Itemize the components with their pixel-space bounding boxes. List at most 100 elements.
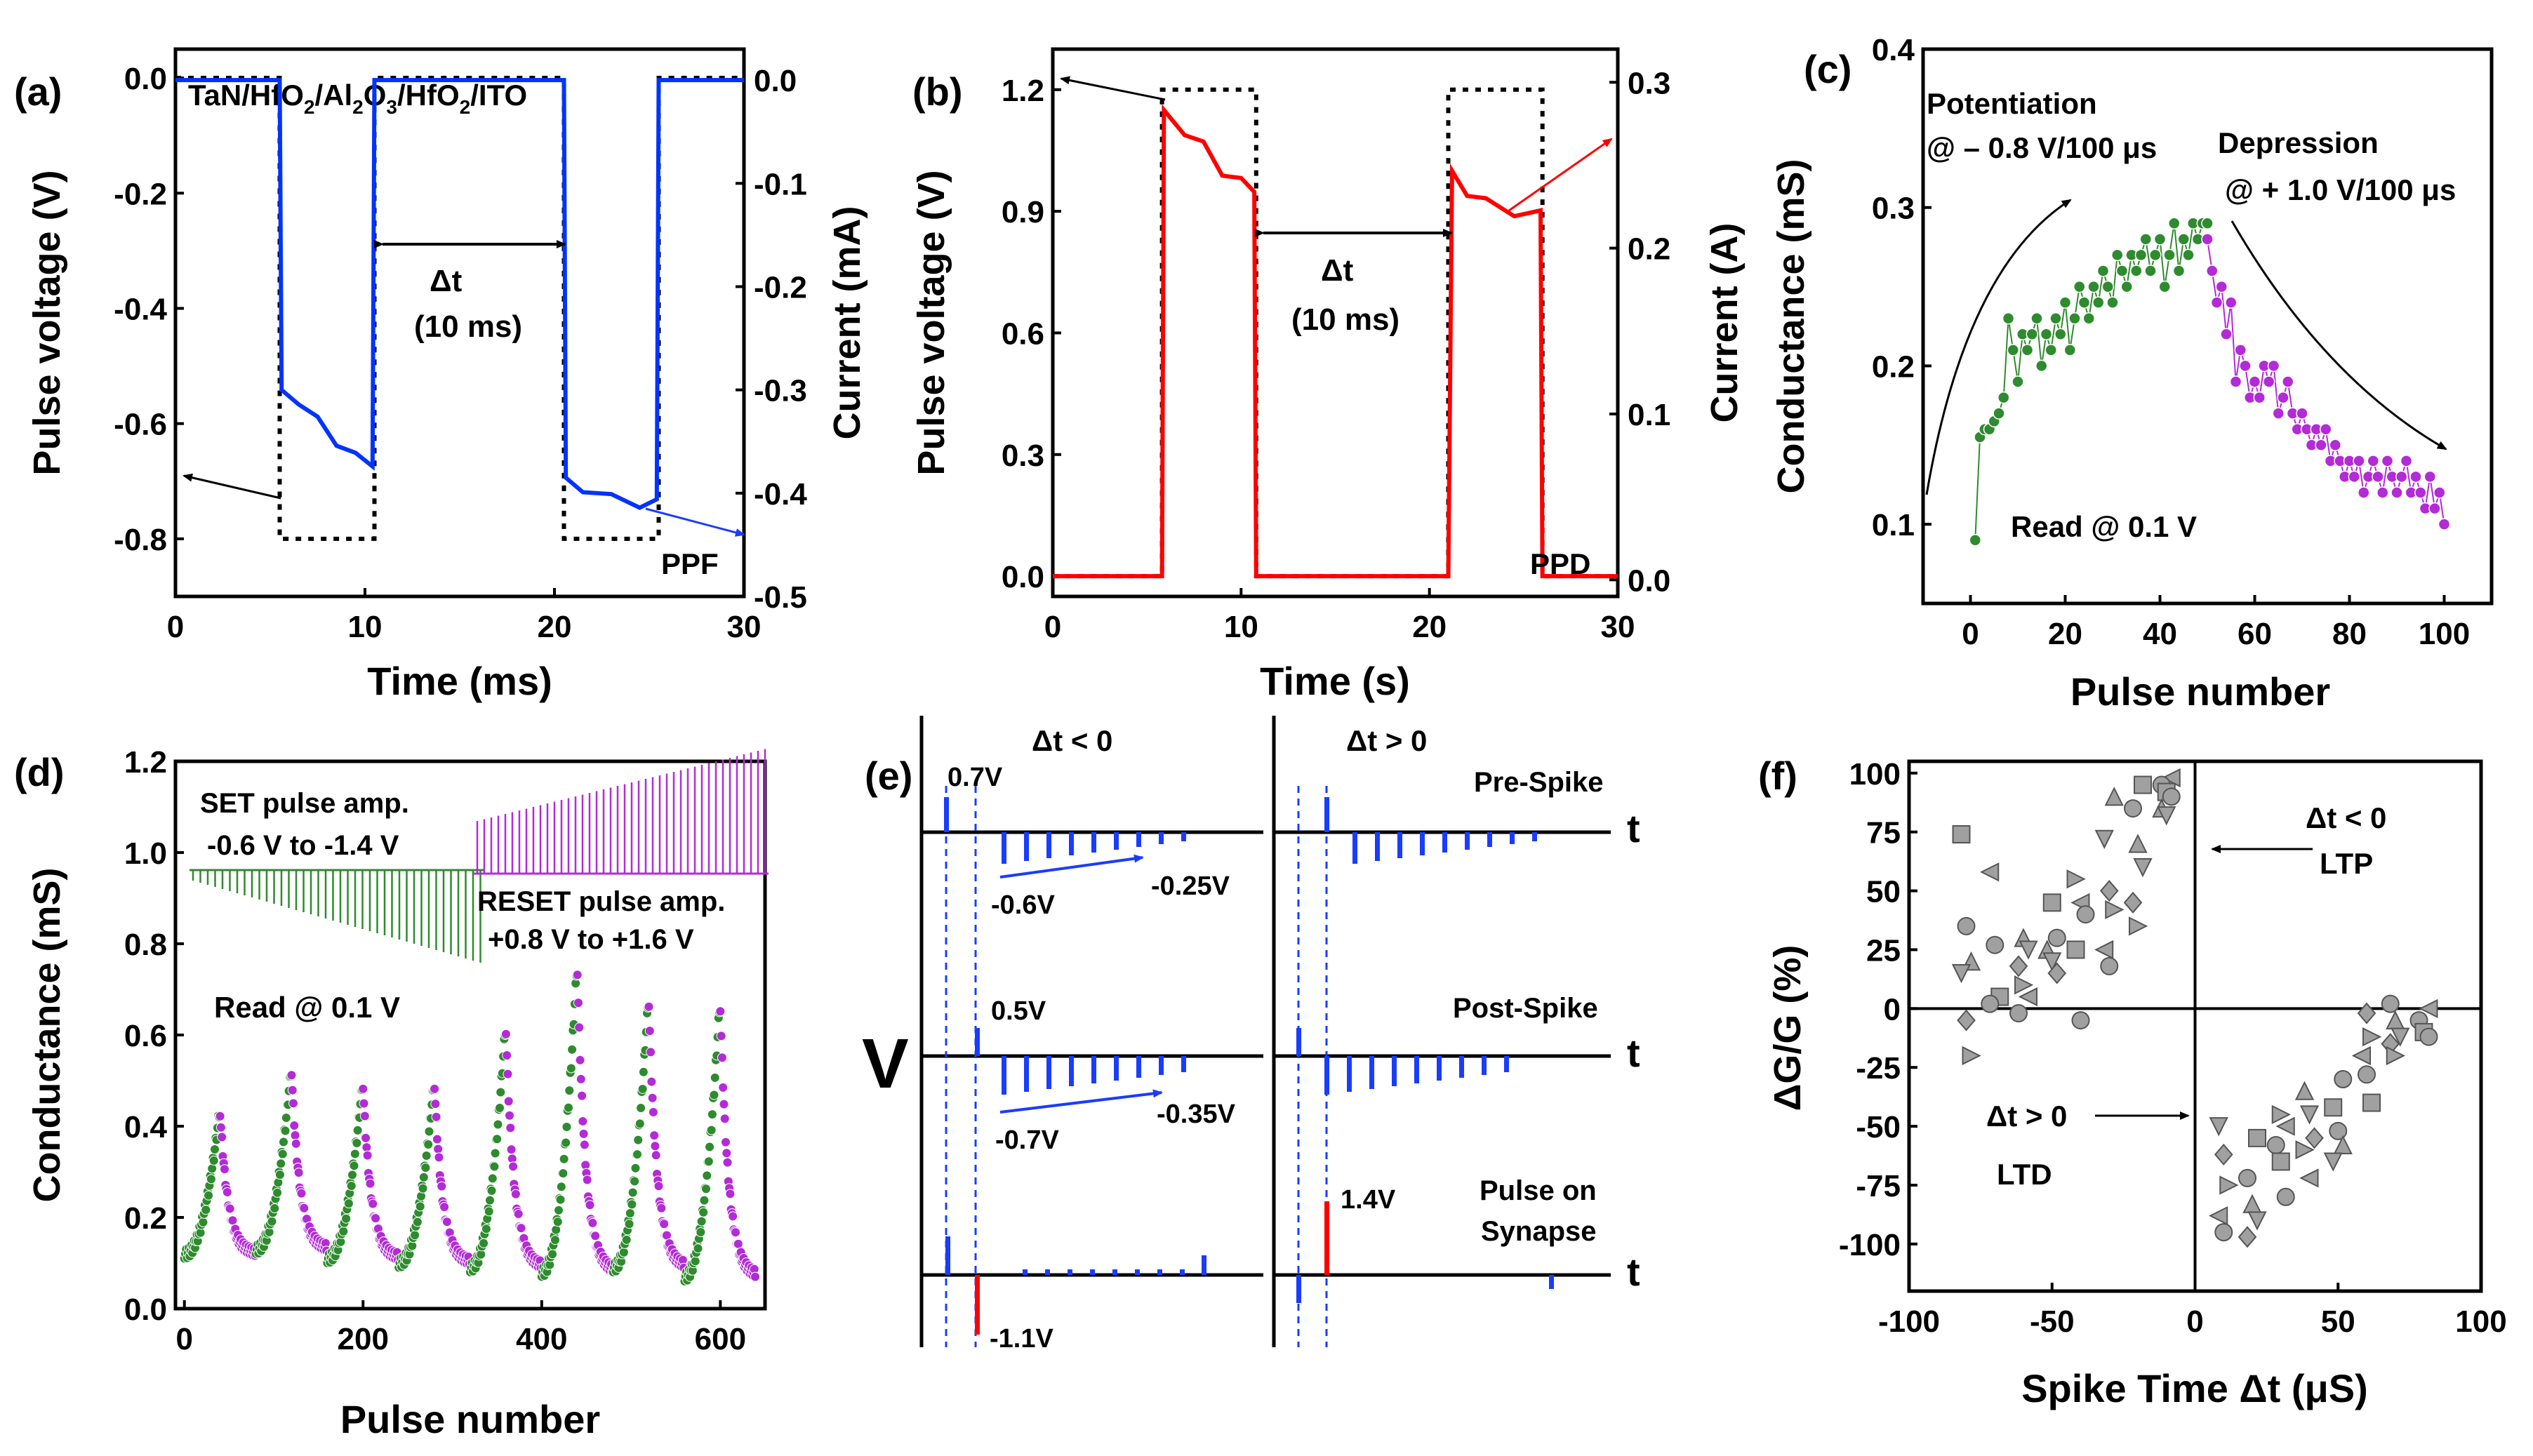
panel-a-y2tick-label: -0.3 xyxy=(754,374,807,408)
panel-e-post-left-neg xyxy=(1091,1056,1096,1083)
panel-f-data xyxy=(1951,768,2438,1248)
panel-c-potentiation-point xyxy=(2149,248,2162,262)
panel-d-ylabel: Conductance (mS) xyxy=(26,867,68,1202)
panel-d-set-point xyxy=(637,1083,648,1094)
panel-b: (b) 0 10 20 30 1.2 0.9 0.6 0.3 0.0 0.3 0.2 0.1 0.0 Δ… xyxy=(910,47,1746,703)
panel-b-xtick-label: 0 xyxy=(1044,610,1061,644)
panel-d-reset-point xyxy=(722,1148,732,1158)
panel-f-ltd-point xyxy=(2329,1121,2348,1140)
panel-d-set-point xyxy=(270,1203,280,1214)
panel-f-label: (f) xyxy=(1758,754,1797,798)
panel-d-reset-line2: +0.8 V to +1.6 V xyxy=(488,924,694,955)
panel-e: (e) V Δt < 0 Δt > 0 t t t 0.7V -0.6V -0.… xyxy=(862,716,1640,1354)
panel-e-post-left-peak xyxy=(975,1028,980,1056)
panel-e-pre-left-neg xyxy=(1136,832,1141,847)
panel-c-depression-cond: @ + 1.0 V/100 μs xyxy=(2225,173,2456,206)
panel-e-syn-left-peak xyxy=(945,1236,950,1275)
panel-e-syn-left-small xyxy=(1157,1269,1162,1275)
panel-c-potentiation-point xyxy=(2021,344,2034,356)
panel-f-ltp-point xyxy=(2124,799,2142,818)
panel-a-pulse-voltage-line xyxy=(175,76,744,541)
panel-d-reset-point xyxy=(503,1069,513,1079)
panel-d-reset-point xyxy=(220,1164,230,1175)
panel-c-label: (c) xyxy=(1804,47,1851,91)
panel-e-syn-left-small xyxy=(1180,1269,1185,1275)
panel-f-ltp-point xyxy=(2094,940,2114,960)
panel-d-set-point xyxy=(204,1190,214,1201)
panel-d-set-point xyxy=(551,1224,561,1235)
panel-a-dt-value: (10 ms) xyxy=(414,309,522,344)
panel-d-set-point xyxy=(701,1184,711,1194)
panel-f-ltd-point xyxy=(2358,1065,2376,1084)
panel-b-left-axis-arrow xyxy=(1060,76,1166,101)
panel-d-set-point xyxy=(279,1137,288,1147)
panel-c-depression-point xyxy=(2367,455,2379,467)
panel-c-potentiation-point xyxy=(2168,217,2181,230)
panel-c-depression-point xyxy=(2395,470,2408,483)
panel-e-post-right-neg xyxy=(1482,1056,1487,1075)
panel-c-depression-point xyxy=(2253,391,2266,404)
panel-d-reset-point xyxy=(579,1140,590,1150)
panel-d-reset-point xyxy=(715,1006,726,1017)
panel-d-set-point xyxy=(554,1205,564,1215)
panel-e-pre-left-neg xyxy=(1024,832,1029,861)
panel-a-y2tick-label: -0.1 xyxy=(754,167,807,201)
panel-d-reset-point xyxy=(649,1130,660,1141)
panel-f-ltp-point xyxy=(1951,964,1972,984)
panel-a-current-line xyxy=(175,78,744,510)
panel-f-ltp-point xyxy=(2133,858,2153,878)
panel-e-post-end: -0.35V xyxy=(1157,1100,1236,1129)
panel-f-ltp-point xyxy=(2066,940,2085,959)
panel-c-depression-point xyxy=(2282,375,2294,388)
panel-a-ylabel-right: Current (mA) xyxy=(826,206,868,440)
panel-e-post-left-neg xyxy=(1136,1056,1141,1078)
panel-d-set-point xyxy=(274,1170,285,1180)
panel-d-set-point xyxy=(547,1249,558,1260)
panel-e-pre-left-neg xyxy=(1091,832,1096,853)
panel-f-ltp-point xyxy=(2047,928,2066,947)
panel-d-reset-point xyxy=(653,1181,664,1191)
panel-d-set-point xyxy=(705,1142,715,1152)
panel-f-ltp-point xyxy=(2129,916,2148,936)
panel-f-ytick-label: -75 xyxy=(1856,1169,1901,1203)
panel-d-reset-point xyxy=(651,1150,661,1161)
panel-d-reset-point xyxy=(731,1227,740,1238)
panel-d-set-point xyxy=(208,1155,219,1166)
panel-a-y2tick-label: -0.5 xyxy=(754,580,807,615)
panel-f-ltp-point xyxy=(2009,955,2028,977)
panel-d-reset-point xyxy=(513,1208,524,1219)
panel-d-reset-point xyxy=(437,1181,447,1191)
panel-d-reset-point xyxy=(502,1050,512,1061)
panel-d-set-point xyxy=(632,1149,642,1160)
panel-d-reset-point xyxy=(368,1198,378,1209)
panel-a-xtick-label: 0 xyxy=(167,610,184,644)
panel-b-y2tick-label: 0.1 xyxy=(1628,398,1670,432)
panel-e-syn-neg: -1.1V xyxy=(990,1324,1053,1354)
panel-f-ltp-point xyxy=(2104,787,2124,806)
panel-a-dt-label: Δt xyxy=(430,264,463,298)
panel-d-set-line1: SET pulse amp. xyxy=(200,788,409,819)
panel-e-pre-right-neg xyxy=(1465,832,1470,850)
panel-e-t-syn: t xyxy=(1627,1250,1640,1294)
panel-b-y2tick-label: 0.2 xyxy=(1628,232,1670,267)
panel-d-set-point xyxy=(630,1163,641,1173)
panel-d-set-point xyxy=(198,1217,208,1227)
panel-e-t-pre: t xyxy=(1627,806,1640,850)
panel-e-syn-right-end xyxy=(1549,1275,1554,1289)
panel-d-reset-point xyxy=(503,1096,514,1107)
panel-d-reset-point xyxy=(644,1001,654,1012)
panel-b-ytick-label: 0.6 xyxy=(1002,316,1044,351)
panel-a-frame xyxy=(173,47,746,599)
panel-c-read: Read @ 0.1 V xyxy=(2011,510,2197,543)
panel-b-ytick-label: 0.9 xyxy=(1002,195,1044,229)
panel-f-ltd-point xyxy=(2294,1081,2315,1100)
panel-c-xtick-label: 40 xyxy=(2143,617,2177,651)
panel-e-post-right-neg xyxy=(1504,1056,1509,1072)
panel-f-ltd-point xyxy=(2266,1135,2285,1154)
panel-c-depression-point xyxy=(2320,422,2332,436)
panel-d-ytick-label: 1.2 xyxy=(124,745,167,780)
panel-d-reset-point xyxy=(718,1082,729,1093)
panel-c-depression-point xyxy=(2248,375,2261,388)
panel-d-set-point xyxy=(206,1174,216,1184)
panel-d-set-point xyxy=(424,1126,434,1137)
